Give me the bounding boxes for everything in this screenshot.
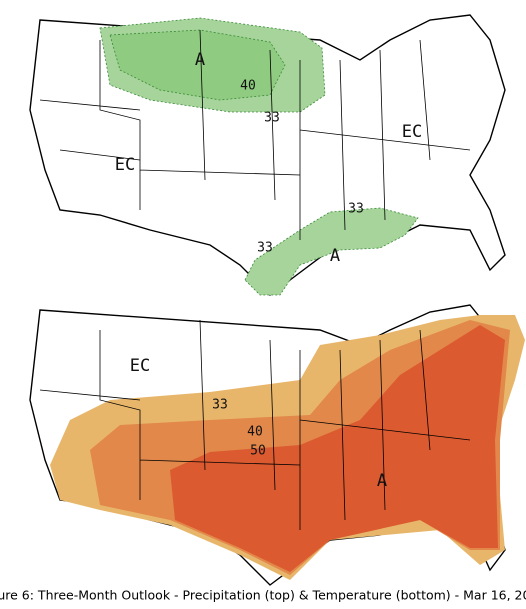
map-label: 33 <box>264 111 280 126</box>
temperature-map: EC 33 40 50 A <box>29 304 525 586</box>
map-label: 33 <box>257 241 273 256</box>
map-label: 33 <box>348 202 364 217</box>
caption: Figure 6: Three-Month Outlook - Precipit… <box>0 588 526 603</box>
map-label: A <box>330 246 340 266</box>
map-label: 40 <box>240 79 256 94</box>
map-label: EC <box>402 122 422 142</box>
above-40 <box>109 29 286 101</box>
above-50 <box>170 325 505 572</box>
map-label: A <box>377 471 387 491</box>
map-label: 33 <box>212 398 228 413</box>
map-label: A <box>195 50 205 70</box>
map-label: 40 <box>247 425 263 440</box>
precipitation-map: A 40 33 EC EC 33 33 A <box>29 14 506 296</box>
state-lines <box>39 319 471 530</box>
map-label: EC <box>130 356 150 376</box>
state-lines <box>39 29 471 240</box>
map-label: 50 <box>250 444 266 459</box>
map-label: EC <box>115 155 135 175</box>
